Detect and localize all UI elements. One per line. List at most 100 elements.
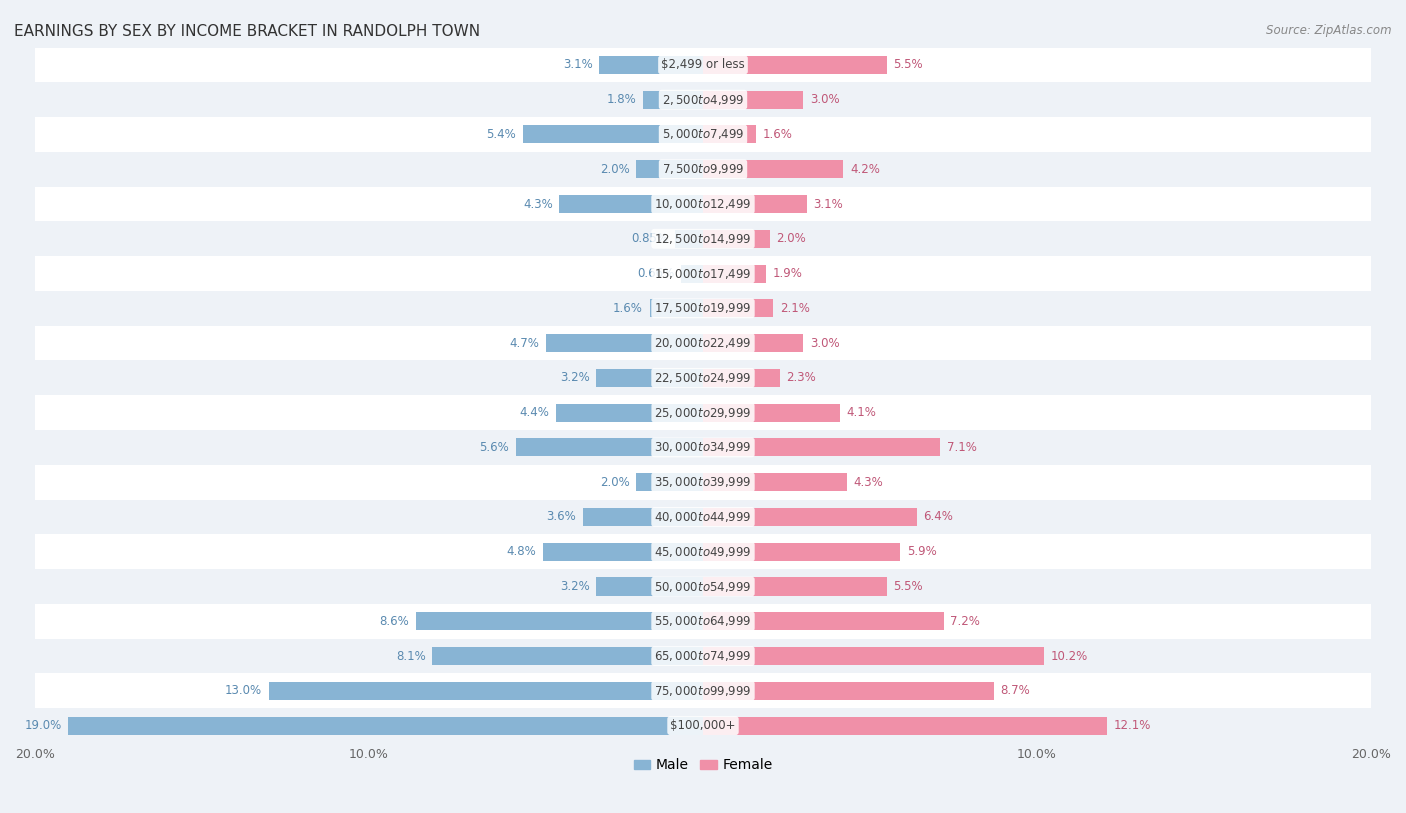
Text: 5.5%: 5.5% xyxy=(893,59,922,72)
Text: $40,000 to $44,999: $40,000 to $44,999 xyxy=(654,510,752,524)
Text: 5.5%: 5.5% xyxy=(893,580,922,593)
Text: 8.1%: 8.1% xyxy=(396,650,426,663)
Text: $20,000 to $22,499: $20,000 to $22,499 xyxy=(654,336,752,350)
Text: $30,000 to $34,999: $30,000 to $34,999 xyxy=(654,441,752,454)
Bar xyxy=(703,195,807,213)
Text: $100,000+: $100,000+ xyxy=(671,720,735,733)
Text: 2.1%: 2.1% xyxy=(780,302,810,315)
Bar xyxy=(703,716,1107,735)
Text: $35,000 to $39,999: $35,000 to $39,999 xyxy=(654,475,752,489)
Text: $25,000 to $29,999: $25,000 to $29,999 xyxy=(654,406,752,420)
Text: Source: ZipAtlas.com: Source: ZipAtlas.com xyxy=(1267,24,1392,37)
Bar xyxy=(433,647,703,665)
Text: $75,000 to $99,999: $75,000 to $99,999 xyxy=(654,684,752,698)
Bar xyxy=(35,465,1371,499)
Bar xyxy=(69,716,703,735)
Bar xyxy=(703,299,773,317)
Bar xyxy=(35,499,1371,534)
Text: 3.6%: 3.6% xyxy=(547,511,576,524)
Text: $5,000 to $7,499: $5,000 to $7,499 xyxy=(662,128,744,141)
Bar xyxy=(703,369,780,387)
Bar xyxy=(35,152,1371,187)
Bar xyxy=(636,473,703,491)
Text: 4.7%: 4.7% xyxy=(509,337,540,350)
Bar xyxy=(703,647,1043,665)
Text: $22,500 to $24,999: $22,500 to $24,999 xyxy=(654,371,752,385)
Bar xyxy=(636,160,703,178)
Text: $2,500 to $4,999: $2,500 to $4,999 xyxy=(662,93,744,107)
Text: 2.0%: 2.0% xyxy=(600,476,630,489)
Bar xyxy=(35,673,1371,708)
Bar xyxy=(555,403,703,422)
Text: $10,000 to $12,499: $10,000 to $12,499 xyxy=(654,197,752,211)
Bar xyxy=(703,230,770,248)
Text: $50,000 to $54,999: $50,000 to $54,999 xyxy=(654,580,752,593)
Bar xyxy=(703,56,887,74)
Text: 2.0%: 2.0% xyxy=(776,233,806,246)
Text: 4.8%: 4.8% xyxy=(506,546,536,559)
Text: 3.1%: 3.1% xyxy=(813,198,844,211)
Text: 5.6%: 5.6% xyxy=(479,441,509,454)
Bar xyxy=(35,326,1371,360)
Bar xyxy=(35,256,1371,291)
Bar xyxy=(703,160,844,178)
Bar xyxy=(35,534,1371,569)
Text: 19.0%: 19.0% xyxy=(24,720,62,733)
Bar xyxy=(643,90,703,109)
Text: 4.2%: 4.2% xyxy=(851,163,880,176)
Text: 4.3%: 4.3% xyxy=(853,476,883,489)
Text: 8.7%: 8.7% xyxy=(1000,685,1031,698)
Text: 7.1%: 7.1% xyxy=(946,441,977,454)
Text: $7,500 to $9,999: $7,500 to $9,999 xyxy=(662,163,744,176)
Bar xyxy=(35,360,1371,395)
Bar xyxy=(35,221,1371,256)
Bar xyxy=(703,125,756,144)
Bar xyxy=(703,473,846,491)
Bar xyxy=(703,577,887,596)
Text: 1.9%: 1.9% xyxy=(773,267,803,280)
Bar xyxy=(582,508,703,526)
Bar xyxy=(703,543,900,561)
Text: 5.9%: 5.9% xyxy=(907,546,936,559)
Text: $15,000 to $17,499: $15,000 to $17,499 xyxy=(654,267,752,280)
Bar xyxy=(416,612,703,630)
Text: 4.4%: 4.4% xyxy=(519,406,550,420)
Text: 2.0%: 2.0% xyxy=(600,163,630,176)
Bar xyxy=(596,577,703,596)
Text: 1.6%: 1.6% xyxy=(763,128,793,141)
Text: 7.2%: 7.2% xyxy=(950,615,980,628)
Bar xyxy=(35,47,1371,82)
Bar xyxy=(35,569,1371,604)
Bar xyxy=(703,264,766,283)
Bar xyxy=(35,187,1371,221)
Text: $45,000 to $49,999: $45,000 to $49,999 xyxy=(654,545,752,559)
Text: 13.0%: 13.0% xyxy=(225,685,262,698)
Bar xyxy=(703,403,839,422)
Bar xyxy=(35,291,1371,326)
Bar xyxy=(35,708,1371,743)
Text: 4.1%: 4.1% xyxy=(846,406,876,420)
Text: 3.0%: 3.0% xyxy=(810,337,839,350)
Bar xyxy=(596,369,703,387)
Bar xyxy=(35,604,1371,639)
Bar xyxy=(269,682,703,700)
Text: 0.66%: 0.66% xyxy=(637,267,675,280)
Bar xyxy=(703,90,803,109)
Text: 4.3%: 4.3% xyxy=(523,198,553,211)
Bar xyxy=(703,334,803,352)
Text: 0.85%: 0.85% xyxy=(631,233,668,246)
Text: 3.0%: 3.0% xyxy=(810,93,839,107)
Text: 3.2%: 3.2% xyxy=(560,580,589,593)
Bar xyxy=(703,438,941,456)
Bar xyxy=(35,117,1371,152)
Bar xyxy=(703,682,994,700)
Bar xyxy=(35,430,1371,465)
Text: 1.8%: 1.8% xyxy=(606,93,636,107)
Text: EARNINGS BY SEX BY INCOME BRACKET IN RANDOLPH TOWN: EARNINGS BY SEX BY INCOME BRACKET IN RAN… xyxy=(14,24,481,39)
Bar xyxy=(523,125,703,144)
Text: $17,500 to $19,999: $17,500 to $19,999 xyxy=(654,302,752,315)
Text: $12,500 to $14,999: $12,500 to $14,999 xyxy=(654,232,752,246)
Bar xyxy=(703,508,917,526)
Text: 3.1%: 3.1% xyxy=(562,59,593,72)
Text: $55,000 to $64,999: $55,000 to $64,999 xyxy=(654,615,752,628)
